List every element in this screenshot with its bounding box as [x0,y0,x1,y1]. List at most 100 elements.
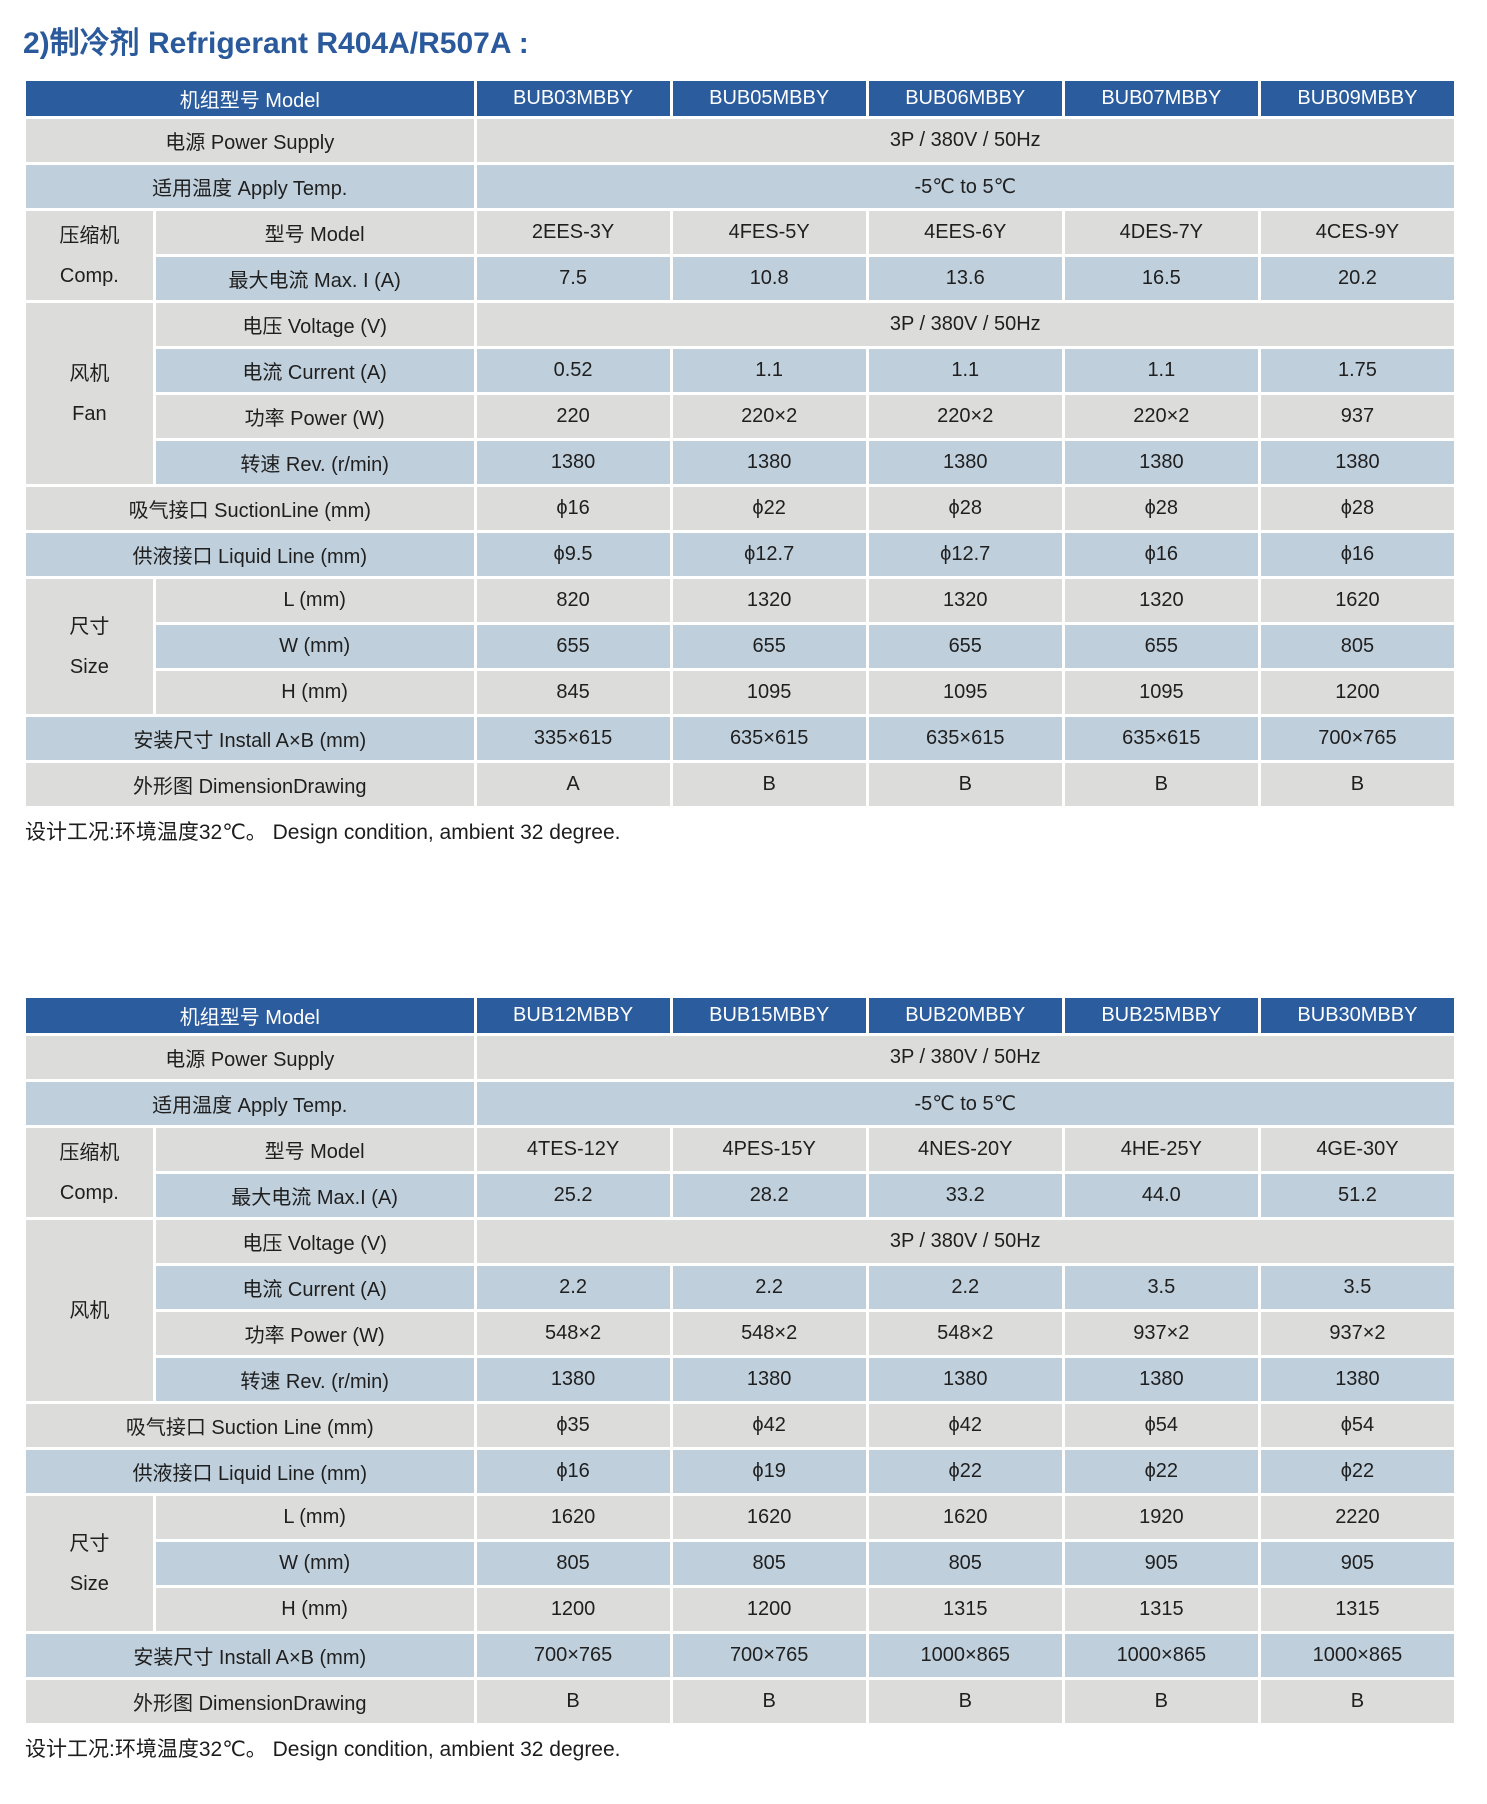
table-row: 功率 Power (W) 220 220×2 220×2 220×2 937 [26,395,1454,438]
row-label: 型号 Model [155,211,474,254]
row-group-label-en: Size [69,655,109,678]
row-label: L (mm) [155,579,474,622]
cell-value: 548×2 [868,1312,1062,1355]
cell-value: 1380 [672,441,866,484]
cell-value: 1200 [672,1588,866,1631]
table-row: 安装尺寸 Install A×B (mm) 335×615 635×615 635×6… [26,717,1454,760]
row-label: 安装尺寸 Install A×B (mm) [26,1634,474,1677]
cell-value: 1380 [868,1358,1062,1401]
cell-value: 4DES-7Y [1064,211,1258,254]
row-group-label-cn: 压缩机 [59,224,120,247]
row-group-label-en: Fan [72,402,107,425]
cell-value: 4CES-9Y [1260,211,1454,254]
cell-value: 1320 [868,579,1062,622]
cell-value: ϕ9.5 [476,533,670,576]
table-row: 适用温度 Apply Temp. -5℃ to 5℃ [26,165,1454,208]
cell-value: A [476,763,670,806]
row-label: L (mm) [155,1496,474,1539]
cell-value: ϕ42 [868,1404,1062,1447]
row-group-label-en: Comp. [59,1181,119,1204]
cell-value: 700×765 [1260,717,1454,760]
cell-value: 1380 [672,1358,866,1401]
cell-value: ϕ16 [476,487,670,530]
row-label: 最大电流 Max.I (A) [155,1174,474,1217]
row-group-label-cn: 风机 [69,1299,110,1322]
row-group-label: 压缩机 Comp. [26,211,153,300]
table-row: H (mm) 845 1095 1095 1095 1200 [26,671,1454,714]
cell-value: B [1064,763,1258,806]
cell-value: 1200 [1260,671,1454,714]
table-row: 电流 Current (A) 2.2 2.2 2.2 3.5 3.5 [26,1266,1454,1309]
cell-value: 700×765 [672,1634,866,1677]
cell-value: 0.52 [476,349,670,392]
cell-value: 1.1 [868,349,1062,392]
cell-value: 220×2 [1064,395,1258,438]
table-row: 供液接口 Liquid Line (mm) ϕ9.5 ϕ12.7 ϕ12.7 ϕ16 ϕ1… [26,533,1454,576]
table-row: 电源 Power Supply 3P / 380V / 50Hz [26,119,1454,162]
cell-value: 1095 [1064,671,1258,714]
cell-value: B [868,1680,1062,1723]
row-label: 外形图 DimensionDrawing [26,1680,474,1723]
cell-value: 1000×865 [1064,1634,1258,1677]
cell-value: ϕ22 [868,1450,1062,1493]
row-group-label: 风机 [26,1220,153,1401]
table-row: 功率 Power (W) 548×2 548×2 548×2 937×2 937×2 [26,1312,1454,1355]
cell-value: 1380 [1260,441,1454,484]
table-row: 转速 Rev. (r/min) 1380 1380 1380 1380 1380 [26,1358,1454,1401]
cell-value: 7.5 [476,257,670,300]
table-row: 压缩机 Comp. 型号 Model 2EES-3Y 4FES-5Y 4EES-6Y 4DE… [26,211,1454,300]
row-label: W (mm) [155,625,474,668]
row-label: 电压 Voltage (V) [155,1220,474,1263]
table-row: 电流 Current (A) 0.52 1.1 1.1 1.1 1.75 [26,349,1454,392]
row-group-label: 尺寸 Size [26,1496,153,1631]
cell-value: 4GE-30Y [1260,1128,1454,1171]
row-label: 供液接口 Liquid Line (mm) [26,533,474,576]
row-group-label-cn: 风机 [69,362,110,385]
cell-value: 33.2 [868,1174,1062,1217]
cell-value: ϕ54 [1064,1404,1258,1447]
row-group-label-en: Size [69,1572,109,1595]
cell-value: 1380 [476,1358,670,1401]
cell-value: 25.2 [476,1174,670,1217]
cell-value: 700×765 [476,1634,670,1677]
cell-value: 1315 [868,1588,1062,1631]
row-group-label: 风机 Fan [26,303,153,484]
table-row: 吸气接口 SuctionLine (mm) ϕ16 ϕ22 ϕ28 ϕ28 ϕ28 [26,487,1454,530]
cell-value: B [868,763,1062,806]
row-label: 转速 Rev. (r/min) [155,1358,474,1401]
table-header-row: 机组型号 Model BUB03MBBY BUB05MBBY BUB06MBBY BUB… [26,81,1454,116]
row-label: W (mm) [155,1542,474,1585]
row-label: 电源 Power Supply [26,119,474,162]
cell-value: 905 [1064,1542,1258,1585]
cell-value: B [1260,1680,1454,1723]
cell-value: 905 [1260,1542,1454,1585]
cell-value: 1380 [1260,1358,1454,1401]
table-row: 外形图 DimensionDrawing A B B B B [26,763,1454,806]
table-row: 转速 Rev. (r/min) 1380 1380 1380 1380 1380 [26,441,1454,484]
cell-value: 1380 [476,441,670,484]
cell-value: ϕ22 [672,487,866,530]
cell-value: 2220 [1260,1496,1454,1539]
cell-value: 220 [476,395,670,438]
table-row: 最大电流 Max.I (A) 25.2 28.2 33.2 44.0 51.2 [26,1174,1454,1217]
cell-value: 1000×865 [868,1634,1062,1677]
cell-value: ϕ12.7 [672,533,866,576]
cell-value: 1000×865 [1260,1634,1454,1677]
cell-value: 937×2 [1064,1312,1258,1355]
row-label: 电流 Current (A) [155,1266,474,1309]
row-label: 最大电流 Max. I (A) [155,257,474,300]
cell-value: ϕ28 [1064,487,1258,530]
row-span-value: 3P / 380V / 50Hz [476,303,1454,346]
cell-value: 1380 [868,441,1062,484]
table-row: 适用温度 Apply Temp. -5℃ to 5℃ [26,1082,1454,1125]
cell-value: 4HE-25Y [1064,1128,1258,1171]
table-row: 供液接口 Liquid Line (mm) ϕ16 ϕ19 ϕ22 ϕ22 ϕ22 [26,1450,1454,1493]
model-column-header: BUB15MBBY [672,998,866,1033]
row-label: 适用温度 Apply Temp. [26,165,474,208]
row-label: 外形图 DimensionDrawing [26,763,474,806]
model-column-header: BUB09MBBY [1260,81,1454,116]
cell-value: 44.0 [1064,1174,1258,1217]
cell-value: 820 [476,579,670,622]
cell-value: 1620 [672,1496,866,1539]
cell-value: 655 [868,625,1062,668]
